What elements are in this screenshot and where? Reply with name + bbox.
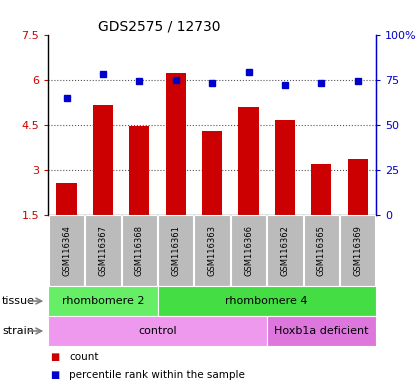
Text: GSM116367: GSM116367 — [98, 225, 108, 276]
Text: GSM116363: GSM116363 — [207, 225, 217, 276]
Text: tissue: tissue — [2, 296, 35, 306]
Bar — [57, 184, 76, 215]
Bar — [129, 126, 150, 215]
Text: Hoxb1a deficient: Hoxb1a deficient — [274, 326, 369, 336]
Text: rhombomere 2: rhombomere 2 — [62, 296, 144, 306]
Text: count: count — [69, 352, 99, 362]
Bar — [239, 107, 259, 215]
Text: GSM116369: GSM116369 — [353, 225, 362, 276]
Text: ■: ■ — [50, 370, 60, 380]
Text: ■: ■ — [50, 352, 60, 362]
Bar — [311, 164, 331, 215]
Text: GSM116368: GSM116368 — [135, 225, 144, 276]
Text: strain: strain — [2, 326, 34, 336]
Text: rhombomere 4: rhombomere 4 — [226, 296, 308, 306]
Text: GSM116362: GSM116362 — [281, 225, 289, 276]
Bar — [93, 105, 113, 215]
Text: GSM116364: GSM116364 — [62, 225, 71, 276]
Text: GSM116361: GSM116361 — [171, 225, 180, 276]
Bar — [202, 131, 222, 215]
Bar — [165, 73, 186, 215]
Text: percentile rank within the sample: percentile rank within the sample — [69, 370, 245, 380]
Text: GDS2575 / 12730: GDS2575 / 12730 — [98, 19, 221, 33]
Text: control: control — [138, 326, 177, 336]
Bar — [348, 159, 368, 215]
Text: GSM116366: GSM116366 — [244, 225, 253, 276]
Bar — [275, 120, 295, 215]
Text: GSM116365: GSM116365 — [317, 225, 326, 276]
